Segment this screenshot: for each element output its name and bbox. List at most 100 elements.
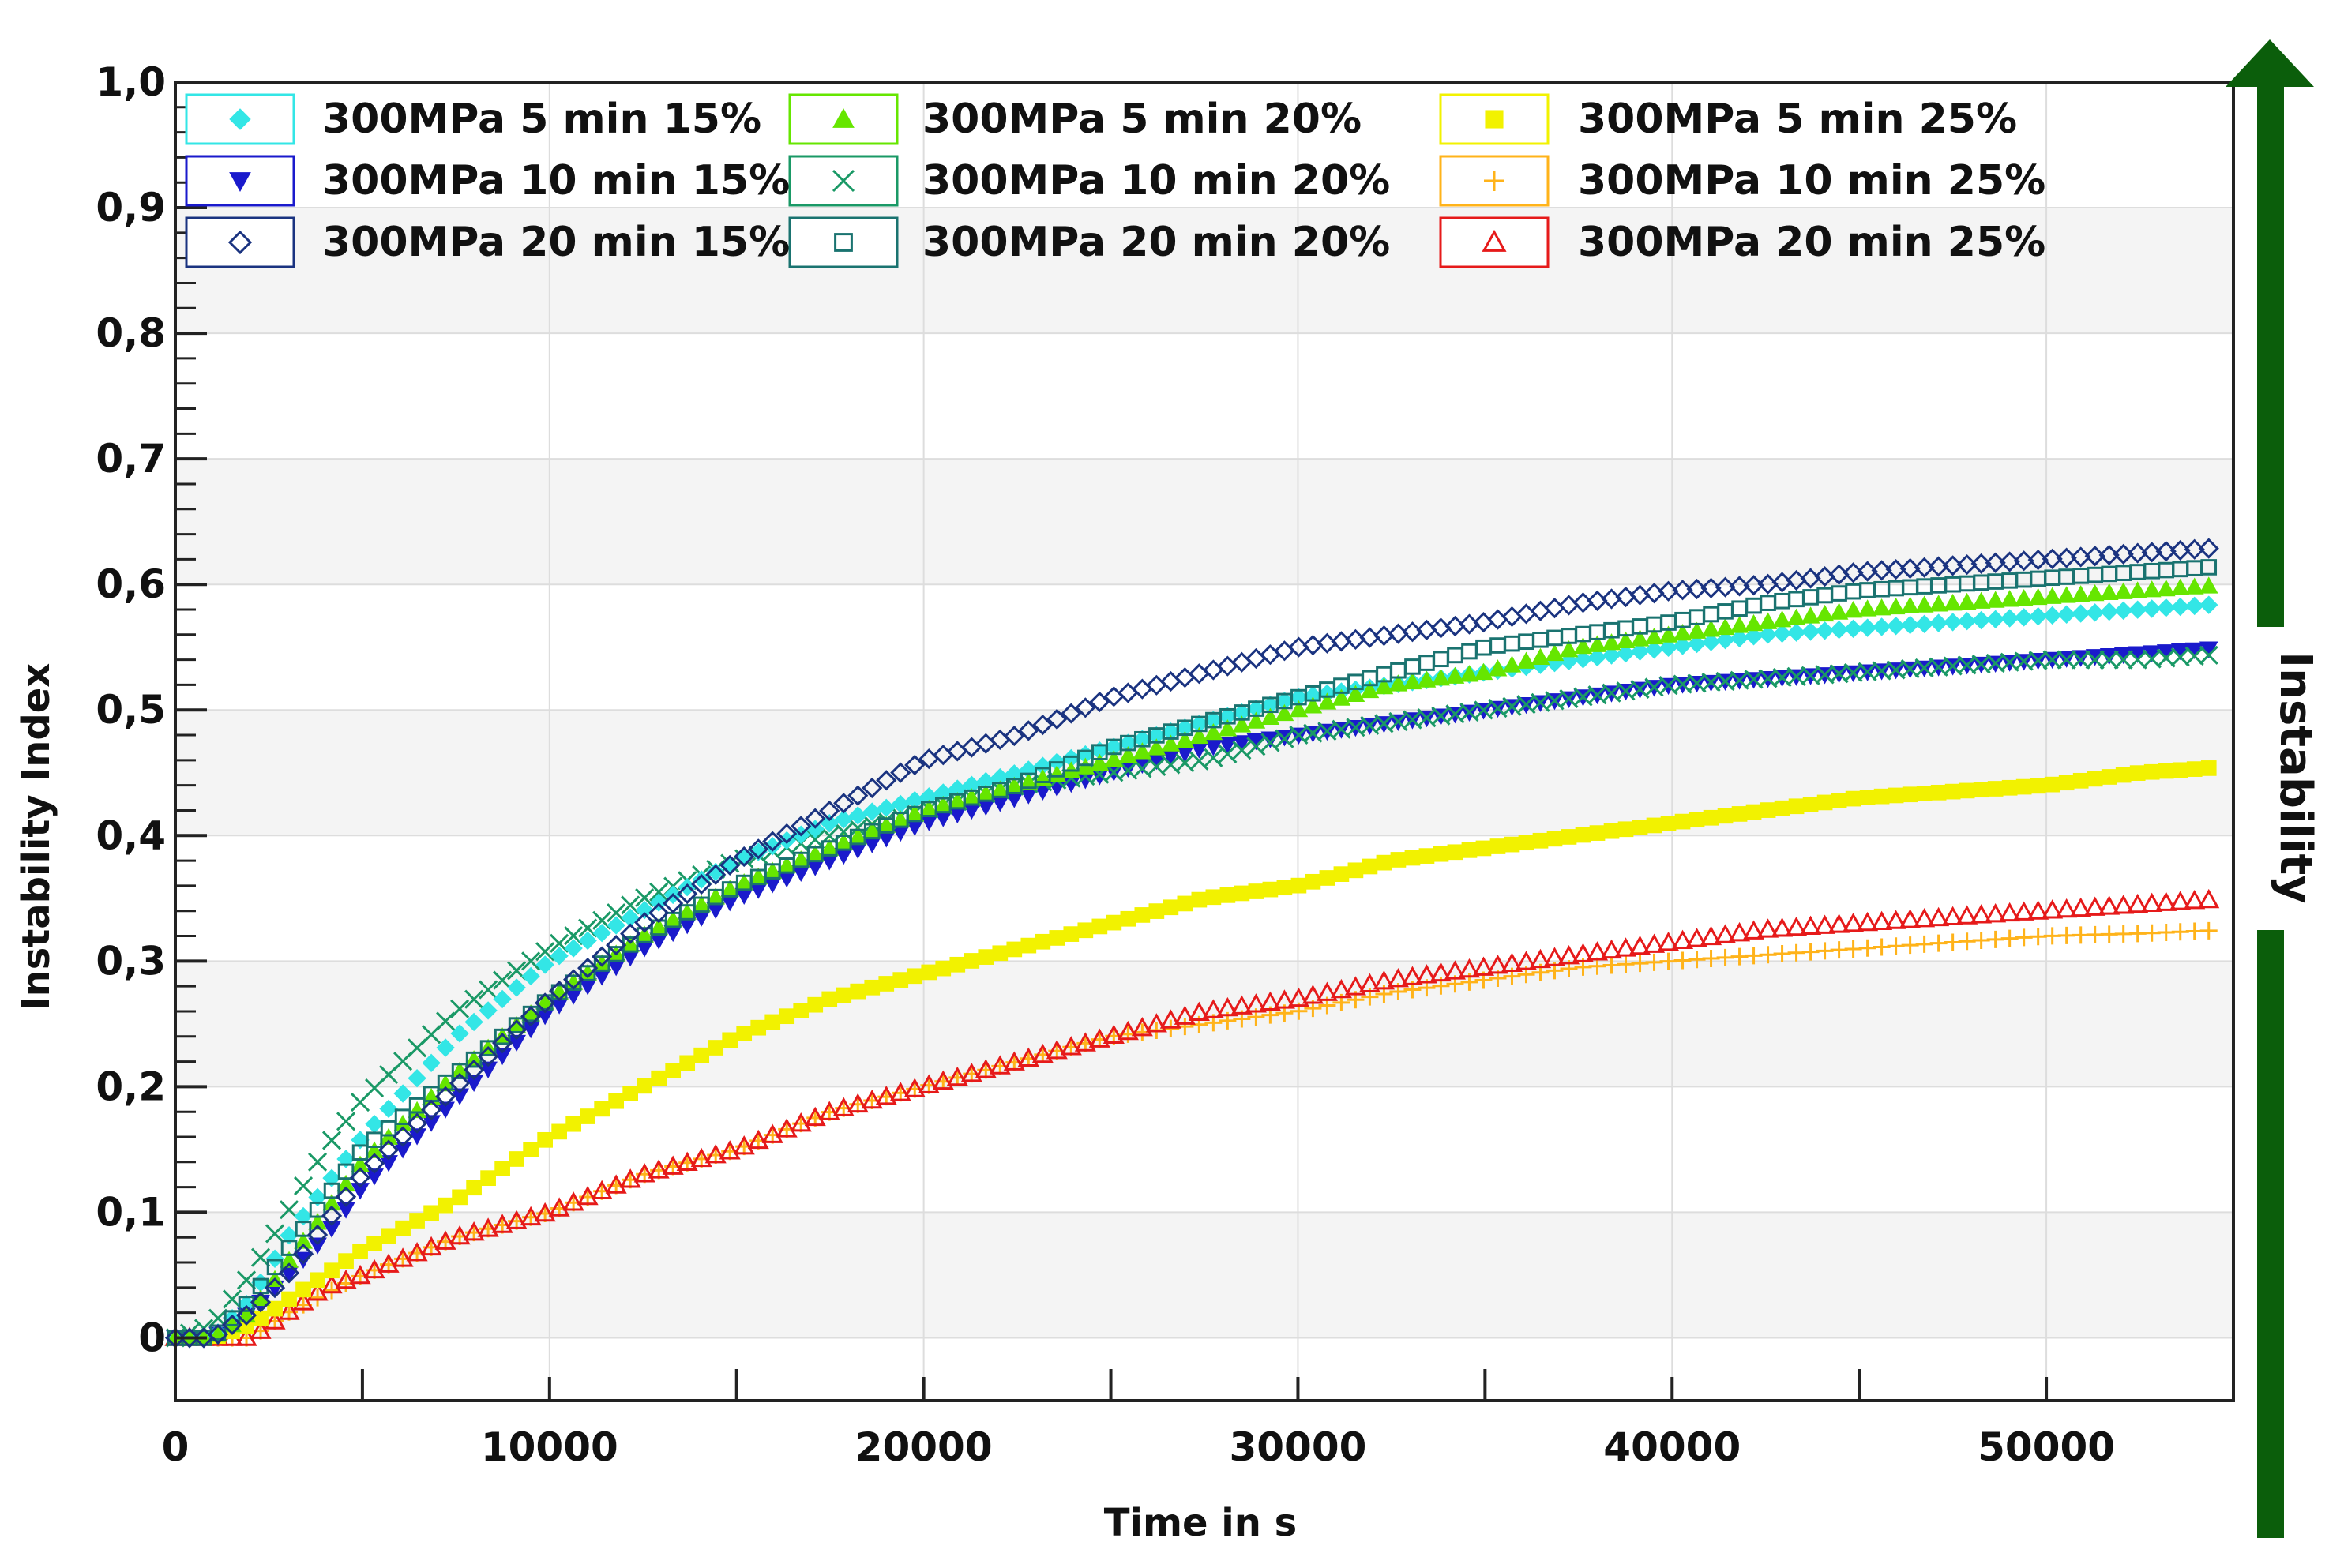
data-point [2185,596,2204,616]
legend-marker [229,172,251,193]
legend-label: 300MPa 5 min 25% [1578,96,2017,143]
data-point [477,1045,499,1067]
data-point [1504,836,1520,853]
data-point [1518,835,1534,851]
data-point [309,1201,326,1218]
data-point [264,1277,286,1299]
data-point [1191,891,1208,908]
data-point [507,978,526,997]
data-point [2156,579,2176,597]
legend-label: 300MPa 20 min 20% [922,219,1390,266]
data-point [1914,614,1934,634]
data-point [1075,697,1096,718]
data-point [1687,673,1707,693]
data-point [2027,549,2049,571]
data-point [648,902,670,924]
data-point [323,1182,340,1199]
data-point [790,1112,812,1132]
data-point [434,1230,456,1250]
data-point [2014,588,2034,606]
data-point [308,1237,327,1255]
data-point [2013,550,2034,572]
data-point [847,1093,869,1113]
data-point [2042,587,2062,604]
data-point [1928,556,1949,577]
data-point [2184,538,2205,560]
data-point [921,964,937,981]
data-point [351,1144,369,1161]
data-point [324,1262,340,1279]
data-point [2171,597,2190,617]
data-point [1687,621,1707,639]
data-point [2028,606,2048,626]
data-point [1643,933,1666,953]
data-point [1290,877,1307,894]
data-point [1218,737,1238,755]
data-point [1858,599,1877,617]
data-point [2113,601,2133,621]
data-point [352,1244,368,1259]
data-point [890,762,911,783]
data-point [1120,910,1136,927]
data-point [1260,707,1280,725]
data-point [1772,610,1792,628]
data-point [349,1264,371,1285]
data-point [832,1097,855,1116]
data-point [395,1220,411,1236]
data-point [1447,844,1463,861]
data-point [1772,624,1792,643]
data-point [1857,561,1878,582]
data-point [1004,725,1025,747]
data-point [1232,735,1252,752]
data-point [491,1214,513,1233]
data-point [1131,1016,1153,1037]
data-point [619,1168,641,1188]
data-point [907,968,923,985]
data-point [2071,650,2090,670]
data-point [1703,809,1719,826]
data-point [479,1040,497,1056]
data-point [918,1074,940,1093]
data-point [935,960,952,977]
data-point [2000,652,2019,672]
data-point [1858,662,1877,681]
legend: 300MPa 5 min 15% 300MPa 5 min 20% 300MPa 5… [185,93,2045,268]
data-point [1744,627,1764,646]
data-point [1859,790,1876,805]
data-point [2072,772,2089,789]
data-point [580,1108,595,1124]
data-point [365,1168,384,1186]
data-point [1390,852,1407,868]
data-point [2200,559,2218,576]
data-point [1943,656,1963,676]
data-point [819,800,840,822]
data-point [1872,617,1891,636]
data-point [1888,787,1904,804]
data-point [1843,662,1863,683]
data-point [1475,840,1492,857]
data-point [207,1323,229,1345]
data-point [2013,901,2035,921]
data-point [932,1070,954,1090]
legend-item: 300MPa 5 min 15% [185,93,761,145]
legend-label: 300MPa 10 min 20% [922,157,1390,204]
y-tick-label: 1,0 [96,59,166,105]
data-point [1216,996,1238,1017]
data-point [2030,778,2046,794]
data-point [1715,630,1735,650]
data-point [892,972,909,988]
data-point [2141,542,2162,563]
data-point [1117,1020,1139,1041]
data-point [2143,599,2162,618]
arrow-shaft-lower [2257,930,2284,1538]
y-tick-label: 0 [138,1315,166,1360]
data-point [1902,786,1918,803]
data-point [449,1225,471,1245]
data-point [1445,666,1465,684]
data-point [722,1032,738,1048]
data-point [2199,645,2218,665]
data-point [1730,616,1749,633]
data-point [1600,939,1623,959]
data-point [1046,708,1068,730]
data-point [564,926,584,946]
